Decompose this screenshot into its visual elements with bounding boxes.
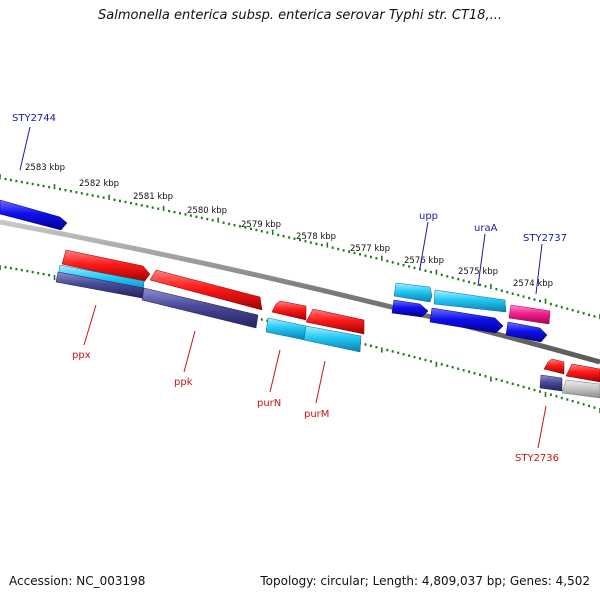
gene-purm-cyan[interactable]	[303, 325, 362, 353]
gene-label-upp[interactable]: upp	[419, 211, 438, 222]
gene-sty2736-red-2[interactable]	[565, 363, 600, 383]
map-title: Salmonella enterica subsp. enterica sero…	[98, 8, 502, 23]
gene-label-ppx[interactable]: ppx	[72, 350, 91, 361]
gene-purn-cyan[interactable]	[265, 317, 307, 341]
gene-ppk-red[interactable]	[149, 269, 263, 311]
gene-label-sty2744[interactable]: STY2744	[12, 113, 56, 124]
gene-sty2736-red[interactable]	[543, 358, 565, 375]
scale-label: 2583 kbp	[25, 163, 65, 173]
scale-label: 2576 kbp	[404, 256, 444, 266]
gene-label-ppk[interactable]: ppk	[174, 377, 193, 388]
gene-stya-blue-2[interactable]	[429, 307, 504, 334]
gene-purm-red[interactable]	[305, 308, 365, 335]
gene-ppk-navy[interactable]	[141, 287, 259, 329]
scale-label: 2581 kbp	[133, 192, 173, 202]
gene-label-sty2736[interactable]: STY2736	[515, 453, 559, 464]
gene-label-uraa[interactable]: uraA	[474, 223, 498, 234]
scale-label: 2575 kbp	[458, 267, 498, 277]
gene-ppx-red[interactable]	[61, 249, 151, 283]
scale-label: 2577 kbp	[350, 244, 390, 254]
accession-text: Accession: NC_003198	[9, 574, 146, 588]
reverse-genes	[55, 249, 600, 399]
gene-label-purn[interactable]: purN	[257, 398, 281, 409]
gene-stya-blue-3[interactable]	[505, 321, 548, 343]
scale-label: 2582 kbp	[79, 179, 119, 189]
upper-tick-track	[0, 174, 600, 320]
gene-ppx-navy[interactable]	[55, 271, 145, 299]
gene-uraa[interactable]	[433, 289, 507, 313]
scale-label: 2578 kbp	[296, 232, 336, 242]
gene-label-purm[interactable]: purM	[304, 409, 329, 420]
reverse-label-lines	[83, 304, 547, 449]
scale-label: 2574 kbp	[513, 279, 553, 289]
gene-sty2736-gray[interactable]	[561, 379, 600, 399]
chromosome-backbone	[0, 219, 600, 365]
scale-label: 2580 kbp	[187, 206, 227, 216]
gene-stya-blue-1[interactable]	[391, 299, 429, 318]
genome-summary-text: Topology: circular; Length: 4,809,037 bp…	[260, 574, 590, 588]
scale-labels: 2583 kbp 2582 kbp 2581 kbp 2580 kbp 2579…	[25, 163, 553, 289]
forward-genes	[0, 199, 551, 343]
gene-upp[interactable]	[393, 282, 433, 303]
gene-sty2744[interactable]	[0, 199, 68, 231]
forward-label-lines	[19, 126, 543, 295]
gene-label-sty2737[interactable]: STY2737	[523, 233, 567, 244]
scale-label: 2579 kbp	[241, 220, 281, 230]
gene-sty2737[interactable]	[508, 304, 551, 325]
gene-sty2736-navy[interactable]	[539, 374, 563, 392]
gene-purn-red[interactable]	[271, 300, 307, 321]
